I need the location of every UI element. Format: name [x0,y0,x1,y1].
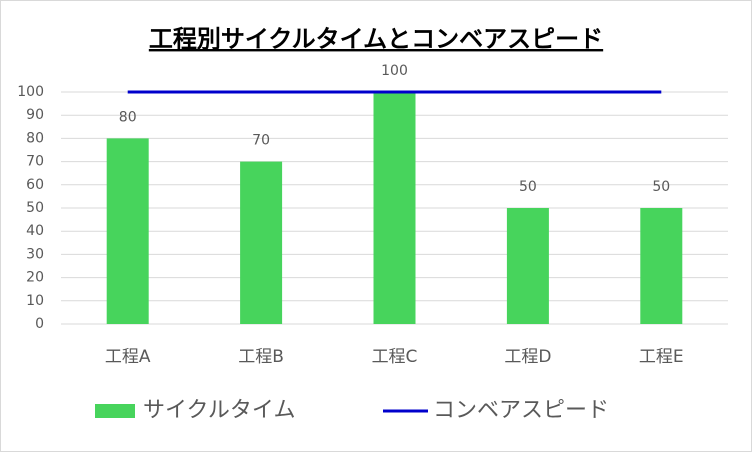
x-tick-label: 工程D [504,347,551,367]
y-tick-label: 100 [17,84,44,100]
x-tick-label: 工程E [639,347,684,367]
chart-title: 工程別サイクルタイムとコンベアスピード [149,25,603,53]
legend-label: サイクルタイム [143,398,295,423]
bar [106,138,149,324]
bar [506,208,549,324]
bar [240,161,283,324]
y-tick-label: 20 [26,270,44,286]
x-tick-label: 工程C [372,347,418,367]
legend-label: コンベアスピード [433,398,609,423]
y-tick-label: 10 [26,293,44,309]
y-tick-label: 90 [26,107,44,123]
data-label: 70 [252,133,270,149]
data-label: 50 [519,179,537,195]
data-label: 80 [119,109,137,125]
y-tick-label: 30 [26,246,44,262]
data-label: 50 [652,179,670,195]
bar [640,208,683,324]
legend-swatch [95,404,135,418]
bar [373,92,416,324]
y-tick-label: 70 [26,154,44,170]
y-tick-label: 80 [26,130,44,146]
y-tick-label: 60 [26,177,44,193]
x-tick-label: 工程B [238,347,284,367]
data-label: 100 [381,63,408,79]
y-tick-label: 0 [35,316,44,332]
y-tick-label: 40 [26,223,44,239]
x-tick-label: 工程A [105,347,151,367]
y-tick-label: 50 [26,200,44,216]
